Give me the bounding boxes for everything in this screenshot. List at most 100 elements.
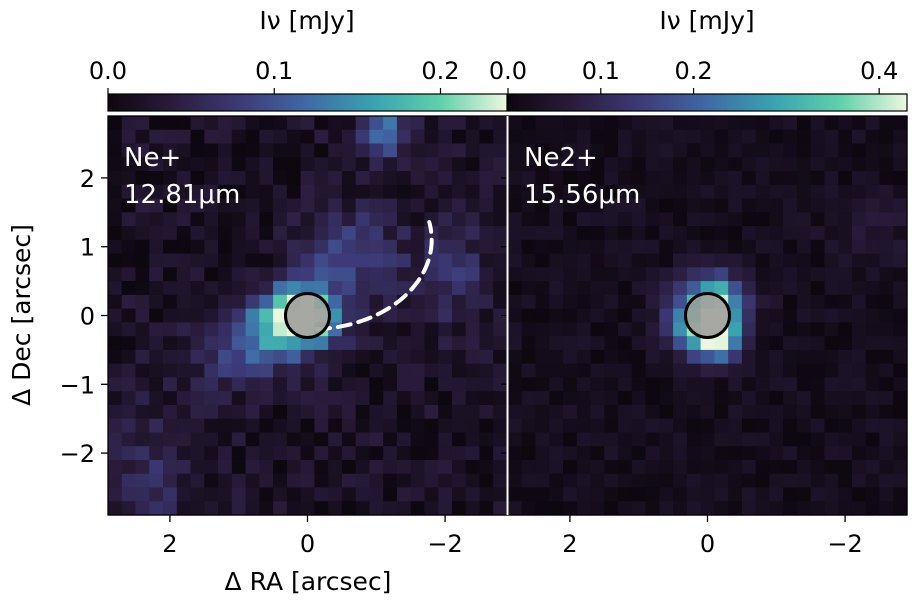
- heatmap-cell: [645, 501, 660, 516]
- heatmap-cell: [149, 391, 164, 406]
- heatmap-cell: [824, 129, 839, 145]
- heatmap-cell: [135, 336, 150, 351]
- heatmap-cell: [451, 129, 467, 145]
- heatmap-cell: [355, 363, 371, 379]
- heatmap-cell: [300, 487, 315, 502]
- heatmap-cell: [796, 501, 812, 516]
- heatmap-cell: [369, 281, 384, 296]
- heatmap-cell: [728, 336, 743, 351]
- heatmap-cell: [714, 473, 729, 489]
- beam-circle: [683, 291, 732, 340]
- heatmap-cell: [176, 377, 192, 392]
- heatmap-cell: [479, 226, 494, 241]
- heatmap-cell: [438, 294, 453, 310]
- heatmap-cell: [714, 129, 729, 145]
- heatmap-cell: [563, 363, 578, 379]
- heatmap-cell: [755, 377, 771, 392]
- heatmap-cell: [645, 308, 660, 323]
- heatmap-cell: [190, 336, 205, 351]
- heatmap-cell: [893, 308, 908, 323]
- y-axis-title: Δ Dec [arcsec]: [7, 224, 36, 406]
- heatmap-cell: [396, 322, 412, 337]
- heatmap-cell: [824, 253, 839, 268]
- heatmap-cell: [631, 404, 647, 420]
- heatmap-cell: [508, 446, 523, 461]
- heatmap-cell: [645, 157, 660, 172]
- heatmap-cell: [383, 143, 398, 158]
- heatmap-cell: [493, 198, 508, 213]
- heatmap-cell: [341, 349, 357, 365]
- heatmap-cell: [810, 391, 826, 406]
- heatmap-cell: [451, 336, 467, 351]
- heatmap-cell: [824, 487, 839, 502]
- heatmap-cell: [535, 459, 550, 475]
- heatmap-cell: [231, 253, 247, 268]
- heatmap-cell: [783, 404, 798, 420]
- heatmap-cell: [300, 432, 315, 447]
- heatmap-cell: [149, 459, 164, 475]
- heatmap-cell: [728, 418, 743, 434]
- heatmap-cell: [108, 459, 123, 475]
- heatmap-cell: [563, 349, 578, 365]
- heatmap-cell: [231, 418, 247, 434]
- heatmap-cell: [424, 349, 439, 365]
- heatmap-cell: [314, 157, 329, 172]
- heatmap-cell: [741, 363, 757, 379]
- heatmap-cell: [149, 281, 164, 296]
- heatmap-cell: [163, 432, 178, 447]
- heatmap-cell: [851, 143, 867, 158]
- heatmap-cell: [741, 116, 757, 131]
- heatmap-cell: [245, 391, 260, 406]
- heatmap-cell: [769, 404, 784, 420]
- heatmap-cell: [810, 418, 826, 434]
- heatmap-cell: [741, 418, 757, 434]
- heatmap-cell: [604, 294, 619, 310]
- heatmap-cell: [755, 129, 771, 145]
- arc-marker: [315, 220, 434, 332]
- heatmap-cell: [479, 143, 494, 158]
- heatmap-cell: [383, 294, 398, 310]
- heatmap-cell: [493, 116, 508, 131]
- heatmap-cell: [218, 267, 233, 282]
- heatmap-cell: [121, 171, 137, 186]
- heatmap-cell: [673, 459, 688, 475]
- heatmap-cell: [121, 253, 137, 268]
- heatmap-cell: [810, 336, 826, 351]
- heatmap-cell: [493, 501, 508, 516]
- colorbar-tick-label: 0.2: [421, 57, 459, 85]
- heatmap-cell: [149, 129, 164, 145]
- heatmap-cell: [273, 501, 288, 516]
- heatmap-cell: [783, 487, 798, 502]
- heatmap-cell: [741, 267, 757, 282]
- heatmap-cell: [438, 157, 453, 172]
- heatmap-cell: [369, 239, 384, 255]
- heatmap-cell: [479, 322, 494, 337]
- heatmap-cell: [810, 157, 826, 172]
- heatmap-cell: [714, 171, 729, 186]
- heatmap-cell: [259, 446, 274, 461]
- heatmap-cell: [328, 501, 343, 516]
- heatmap-cell: [245, 404, 260, 420]
- heatmap-cell: [714, 336, 729, 351]
- heatmap-cell: [410, 239, 426, 255]
- heatmap-cell: [728, 184, 743, 200]
- heatmap-cell: [204, 391, 219, 406]
- heatmap-cell: [893, 336, 908, 351]
- heatmap-cell: [769, 349, 784, 365]
- heatmap-cell: [576, 501, 592, 516]
- heatmap-cell: [755, 294, 771, 310]
- heatmap-cell: [300, 253, 315, 268]
- heatmap-cell: [851, 446, 867, 461]
- heatmap-cell: [438, 349, 453, 365]
- heatmap-cell: [714, 349, 729, 365]
- heatmap-cell: [686, 363, 702, 379]
- heatmap-cell: [190, 171, 205, 186]
- heatmap-cell: [659, 116, 674, 131]
- heatmap-cell: [245, 459, 260, 475]
- heatmap-cell: [645, 267, 660, 282]
- heatmap-cell: [810, 198, 826, 213]
- heatmap-cell: [121, 404, 137, 420]
- heatmap-cell: [673, 404, 688, 420]
- heatmap-cell: [369, 212, 384, 227]
- heatmap-cell: [355, 501, 371, 516]
